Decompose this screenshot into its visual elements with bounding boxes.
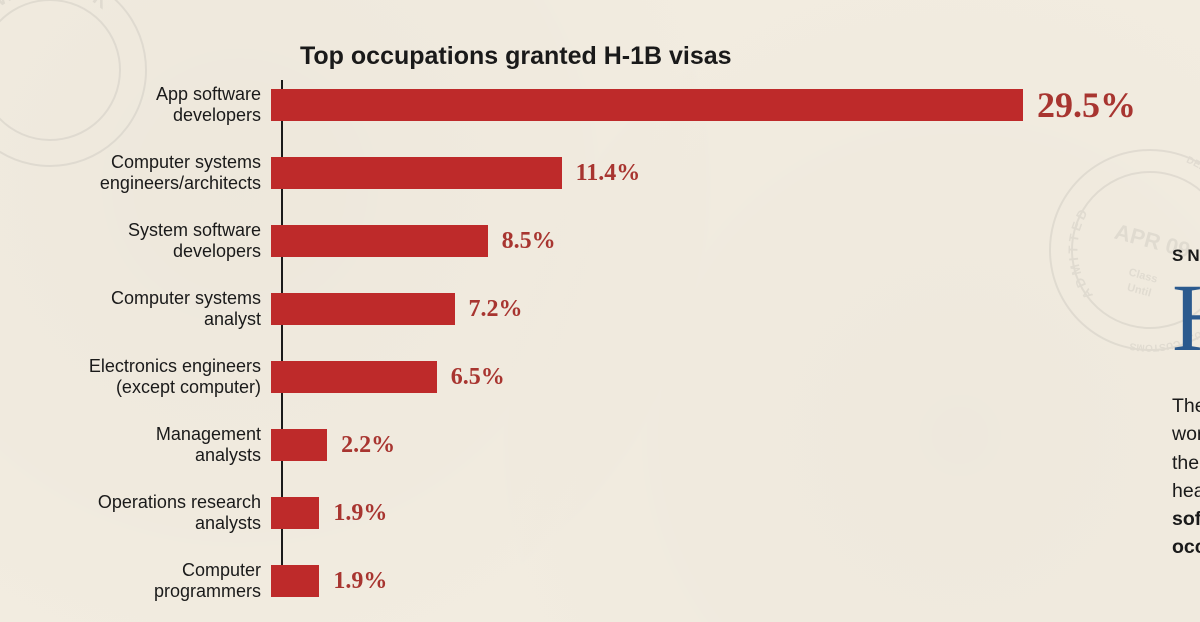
kicker: SNAPSHOT OF THE bbox=[1172, 246, 1200, 266]
bar-value: 29.5% bbox=[1037, 84, 1136, 126]
chart-row: Computer systemsengineers/architects 11.4… bbox=[0, 147, 1136, 199]
bar-value: 1.9% bbox=[333, 500, 387, 527]
bar bbox=[271, 361, 437, 393]
bar bbox=[271, 157, 562, 189]
chart-row: Electronics engineers(except computer) 6.… bbox=[0, 351, 1136, 403]
chart-row: Operations researchanalysts 1.9% bbox=[0, 487, 1136, 539]
row-label: Managementanalysts bbox=[0, 424, 271, 465]
row-label: Operations researchanalysts bbox=[0, 492, 271, 533]
bar-value: 2.2% bbox=[341, 432, 395, 459]
bar bbox=[271, 429, 327, 461]
chart-row: Computer systemsanalyst 7.2% bbox=[0, 283, 1136, 335]
bar-wrap: 2.2% bbox=[271, 429, 1136, 461]
bar-wrap: 29.5% bbox=[271, 84, 1136, 126]
stage: Top occupations granted H-1B visas App s… bbox=[0, 0, 1200, 622]
bar-wrap: 7.2% bbox=[271, 293, 1136, 325]
bar bbox=[271, 497, 319, 529]
bar-wrap: 1.9% bbox=[271, 565, 1136, 597]
body-text: The H-1B visa allows specialized foreign… bbox=[1172, 392, 1200, 562]
bar-value: 1.9% bbox=[333, 568, 387, 595]
chart-row: System softwaredevelopers 8.5% bbox=[0, 215, 1136, 267]
text-panel: SNAPSHOT OF THE H-1B Visa ★ The H-1B vis… bbox=[1136, 28, 1200, 602]
bar-wrap: 11.4% bbox=[271, 157, 1136, 189]
bar bbox=[271, 89, 1023, 121]
bar-wrap: 1.9% bbox=[271, 497, 1136, 529]
bar bbox=[271, 293, 455, 325]
chart-row: App softwaredevelopers 29.5% bbox=[0, 79, 1136, 131]
body-bold: software developers represent 38% of the… bbox=[1172, 508, 1200, 558]
bar-wrap: 6.5% bbox=[271, 361, 1136, 393]
bar-value: 6.5% bbox=[451, 364, 505, 391]
row-label: Computer systemsanalyst bbox=[0, 288, 271, 329]
chart-row: Managementanalysts 2.2% bbox=[0, 419, 1136, 471]
row-label: Computerprogrammers bbox=[0, 560, 271, 601]
headline: H-1B Visa ★ bbox=[1172, 270, 1200, 366]
chart-area: Top occupations granted H-1B visas App s… bbox=[0, 28, 1136, 602]
bar-wrap: 8.5% bbox=[271, 225, 1136, 257]
body-pre: The H-1B visa allows specialized foreign… bbox=[1172, 395, 1200, 502]
chart-rows: App softwaredevelopers 29.5% Computer syst… bbox=[0, 79, 1136, 607]
headline-text: H-1B Visa bbox=[1172, 264, 1200, 371]
row-label: System softwaredevelopers bbox=[0, 220, 271, 261]
bar-value: 8.5% bbox=[502, 228, 556, 255]
bar bbox=[271, 565, 319, 597]
chart-row: Computerprogrammers 1.9% bbox=[0, 555, 1136, 607]
row-label: Computer systemsengineers/architects bbox=[0, 152, 271, 193]
row-label: Electronics engineers(except computer) bbox=[0, 356, 271, 397]
bar-value: 7.2% bbox=[469, 296, 523, 323]
row-label: App softwaredevelopers bbox=[0, 84, 271, 125]
bar bbox=[271, 225, 488, 257]
chart-title: Top occupations granted H-1B visas bbox=[300, 42, 732, 71]
bar-value: 11.4% bbox=[576, 160, 641, 187]
